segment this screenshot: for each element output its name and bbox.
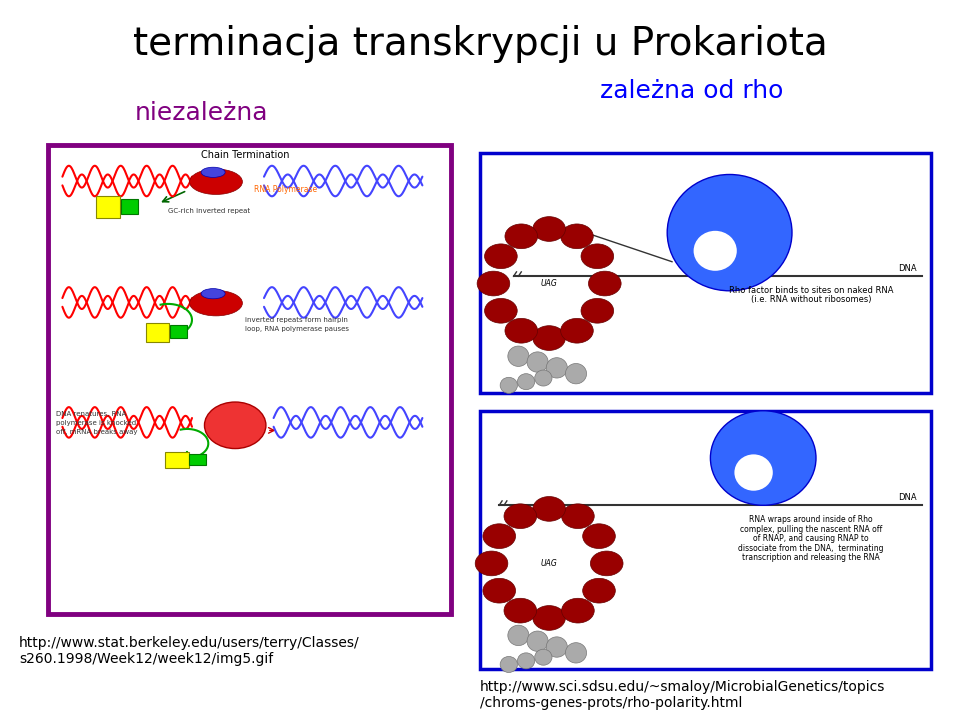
Ellipse shape	[189, 169, 242, 194]
Circle shape	[533, 606, 565, 630]
Circle shape	[485, 244, 517, 269]
Circle shape	[533, 326, 565, 350]
Bar	[121, 199, 138, 214]
Circle shape	[561, 318, 593, 343]
Ellipse shape	[565, 364, 587, 384]
Bar	[480, 411, 931, 669]
Text: http://www.sci.sdsu.edu/~smaloy/MicrobialGenetics/topics
/chroms-genes-prots/rho: http://www.sci.sdsu.edu/~smaloy/Microbia…	[480, 680, 885, 710]
Circle shape	[475, 551, 508, 576]
Text: DNA renatures, RNA: DNA renatures, RNA	[56, 411, 126, 417]
Ellipse shape	[202, 167, 225, 177]
Text: RNA Polymerase: RNA Polymerase	[254, 185, 318, 193]
Circle shape	[485, 299, 517, 323]
Circle shape	[588, 271, 621, 296]
Circle shape	[504, 598, 537, 623]
Text: (i.e. RNA without ribosomes): (i.e. RNA without ribosomes)	[751, 295, 872, 304]
Text: http://www.stat.berkeley.edu/users/terry/Classes/
s260.1998/Week12/week12/img5.g: http://www.stat.berkeley.edu/users/terry…	[19, 636, 360, 667]
Circle shape	[581, 244, 613, 269]
Ellipse shape	[517, 374, 535, 390]
Bar	[189, 454, 206, 465]
Ellipse shape	[546, 637, 567, 657]
Ellipse shape	[667, 174, 792, 291]
Text: dissociate from the DNA,  terminating: dissociate from the DNA, terminating	[738, 544, 884, 553]
Bar	[96, 196, 120, 218]
Circle shape	[590, 551, 623, 576]
Ellipse shape	[202, 289, 225, 299]
Ellipse shape	[710, 411, 816, 505]
Ellipse shape	[565, 643, 587, 663]
Circle shape	[583, 523, 615, 549]
Circle shape	[505, 318, 538, 343]
Bar	[165, 452, 189, 468]
Circle shape	[477, 271, 510, 296]
Bar	[48, 145, 451, 614]
Text: terminacja transkrypcji u Prokariota: terminacja transkrypcji u Prokariota	[132, 25, 828, 63]
Ellipse shape	[517, 653, 535, 669]
Circle shape	[505, 224, 538, 249]
Ellipse shape	[189, 291, 242, 316]
Ellipse shape	[508, 625, 529, 646]
Circle shape	[533, 217, 565, 241]
Circle shape	[504, 504, 537, 529]
Bar	[170, 325, 187, 338]
Text: complex, pulling the nascent RNA off: complex, pulling the nascent RNA off	[740, 525, 882, 534]
Circle shape	[483, 579, 516, 603]
Text: of RNAP, and causing RNAP to: of RNAP, and causing RNAP to	[754, 534, 869, 543]
Text: inverted repeats form hairpin: inverted repeats form hairpin	[245, 317, 348, 323]
Circle shape	[483, 523, 516, 549]
Ellipse shape	[535, 649, 552, 665]
Text: DNA: DNA	[899, 265, 917, 273]
Text: GC-rich inverted repeat: GC-rich inverted repeat	[168, 208, 251, 214]
Text: UAG: UAG	[540, 279, 558, 288]
Text: polymerase is knocked: polymerase is knocked	[56, 420, 135, 426]
Bar	[480, 153, 931, 393]
Circle shape	[533, 497, 565, 521]
Text: off, mRNA breaks away: off, mRNA breaks away	[56, 429, 137, 435]
Text: loop, RNA polymerase pauses: loop, RNA polymerase pauses	[245, 326, 348, 332]
Text: niezależna: niezależna	[134, 100, 269, 125]
Ellipse shape	[508, 346, 529, 366]
Text: transcription and releasing the RNA: transcription and releasing the RNA	[742, 553, 880, 562]
Circle shape	[562, 598, 594, 623]
Ellipse shape	[693, 231, 737, 271]
Ellipse shape	[734, 454, 773, 491]
Circle shape	[583, 579, 615, 603]
Text: RNA wraps around inside of Rho: RNA wraps around inside of Rho	[750, 515, 873, 524]
Text: DNA: DNA	[899, 494, 917, 502]
Ellipse shape	[500, 656, 517, 672]
Circle shape	[204, 402, 266, 449]
Text: Rho factor binds to sites on naked RNA: Rho factor binds to sites on naked RNA	[729, 286, 894, 295]
Ellipse shape	[527, 631, 548, 651]
Ellipse shape	[500, 377, 517, 393]
Circle shape	[562, 504, 594, 529]
Text: zależna od rho: zależna od rho	[599, 79, 783, 103]
Circle shape	[561, 224, 593, 249]
Bar	[146, 323, 169, 342]
Circle shape	[581, 299, 613, 323]
Ellipse shape	[535, 370, 552, 386]
Ellipse shape	[546, 358, 567, 378]
Text: Chain Termination: Chain Termination	[201, 150, 289, 160]
Ellipse shape	[527, 352, 548, 372]
Text: UAG: UAG	[540, 559, 558, 568]
